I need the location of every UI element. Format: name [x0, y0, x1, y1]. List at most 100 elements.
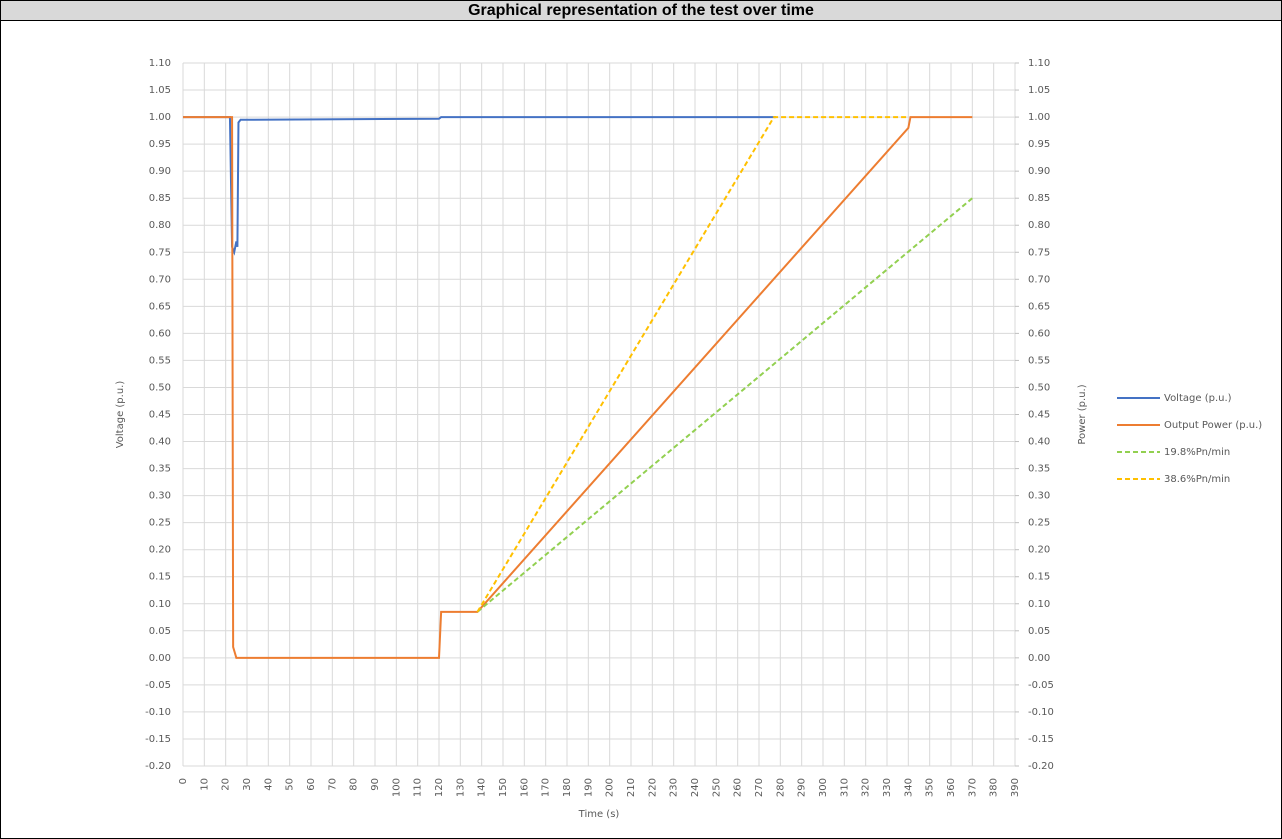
y2-axis-label: Power (p.u.): [1077, 384, 1088, 444]
y-tick-label: 0.05: [149, 626, 171, 637]
legend-label: Voltage (p.u.): [1164, 393, 1232, 404]
y-tick-label: -0.10: [145, 707, 171, 718]
y-tick-label: 0.70: [149, 274, 171, 285]
y-tick-label: -0.15: [145, 734, 171, 745]
x-tick-label: 200: [605, 778, 616, 797]
x-tick-label: 300: [818, 778, 829, 797]
y2-tick-label: 0.30: [1028, 491, 1050, 502]
x-tick-label: 340: [903, 778, 914, 797]
x-tick-label: 230: [669, 778, 680, 797]
series-line: [183, 116, 973, 659]
x-tick-label: 10: [199, 778, 210, 791]
x-tick-label: 370: [967, 778, 978, 797]
y-tick-label: -0.20: [145, 761, 171, 772]
y2-tick-label: 0.55: [1028, 355, 1050, 366]
y2-tick-label: 0.00: [1028, 653, 1050, 664]
y-tick-label: 1.10: [149, 58, 171, 69]
y2-tick-label: 0.65: [1028, 301, 1050, 312]
y-tick-label: 0.00: [149, 653, 171, 664]
y-tick-label: 0.25: [149, 518, 171, 529]
y2-tick-label: 1.05: [1028, 85, 1050, 96]
y-tick-label: 0.90: [149, 166, 171, 177]
x-tick-label: 270: [754, 778, 765, 797]
y2-tick-label: 0.50: [1028, 382, 1050, 393]
y-tick-label: -0.05: [145, 680, 171, 691]
x-tick-label: 150: [498, 778, 509, 797]
x-tick-label: 250: [711, 778, 722, 797]
y2-tick-label: 0.20: [1028, 545, 1050, 556]
y2-tick-label: -0.20: [1028, 761, 1054, 772]
y2-tick-label: 0.40: [1028, 437, 1050, 448]
chart-title: Graphical representation of the test ove…: [1, 1, 1281, 21]
y2-tick-label: 0.85: [1028, 193, 1050, 204]
y2-tick-label: 0.25: [1028, 518, 1050, 529]
y-tick-label: 0.80: [149, 220, 171, 231]
y2-tick-label: 0.45: [1028, 410, 1050, 421]
y-tick-label: 0.65: [149, 301, 171, 312]
y-tick-label: 0.10: [149, 599, 171, 610]
y2-tick-label: 0.15: [1028, 572, 1050, 583]
x-tick-label: 40: [263, 778, 274, 791]
x-tick-label: 320: [861, 778, 872, 797]
x-tick-label: 160: [519, 778, 530, 797]
x-tick-label: 70: [327, 778, 338, 791]
y-tick-label: 0.60: [149, 328, 171, 339]
y2-tick-label: 1.10: [1028, 58, 1050, 69]
y-tick-label: 0.40: [149, 437, 171, 448]
x-tick-label: 170: [541, 778, 552, 797]
y2-tick-label: 0.10: [1028, 599, 1050, 610]
y-tick-label: 0.95: [149, 139, 171, 150]
y2-tick-label: 0.70: [1028, 274, 1050, 285]
y2-tick-label: 0.90: [1028, 166, 1050, 177]
x-tick-label: 290: [797, 778, 808, 797]
y-tick-label: 0.50: [149, 382, 171, 393]
y-tick-label: 0.85: [149, 193, 171, 204]
y-axis-label: Voltage (p.u.): [115, 381, 126, 449]
y-tick-label: 1.00: [149, 112, 171, 123]
x-tick-label: 0: [178, 778, 189, 784]
y-tick-label: 0.35: [149, 464, 171, 475]
x-tick-label: 190: [583, 778, 594, 797]
x-tick-label: 80: [349, 778, 360, 791]
y2-tick-label: 0.75: [1028, 247, 1050, 258]
x-tick-label: 50: [285, 778, 296, 791]
x-tick-label: 140: [477, 778, 488, 797]
x-axis-label: Time (s): [578, 809, 620, 820]
x-tick-label: 280: [775, 778, 786, 797]
series-line: [183, 116, 777, 256]
series-line: [476, 197, 973, 613]
legend-label: 38.6%Pn/min: [1164, 474, 1230, 485]
x-tick-label: 350: [925, 778, 936, 797]
x-tick-label: 310: [839, 778, 850, 797]
x-tick-label: 120: [434, 778, 445, 797]
y2-tick-label: -0.10: [1028, 707, 1054, 718]
x-tick-label: 390: [1010, 778, 1021, 797]
y-tick-label: 1.05: [149, 85, 171, 96]
x-tick-label: 90: [370, 778, 381, 791]
y-tick-label: 0.75: [149, 247, 171, 258]
x-tick-label: 220: [647, 778, 658, 797]
x-tick-label: 130: [455, 778, 466, 797]
y2-tick-label: 0.35: [1028, 464, 1050, 475]
x-tick-label: 30: [242, 778, 253, 791]
x-tick-label: 210: [626, 778, 637, 797]
x-tick-label: 110: [413, 778, 424, 797]
chart: 0 10 20 30 40 50 60 70 80 90 100 110 120 130 140 150 160…: [115, 58, 1262, 820]
x-tick-label: 260: [733, 778, 744, 797]
y2-tick-label: -0.15: [1028, 734, 1054, 745]
series-line: [476, 116, 909, 613]
y-tick-label: 0.30: [149, 491, 171, 502]
x-tick-label: 60: [306, 778, 317, 791]
x-tick-label: 330: [882, 778, 893, 797]
y2-tick-label: 0.80: [1028, 220, 1050, 231]
y2-tick-label: -0.05: [1028, 680, 1054, 691]
x-tick-label: 180: [562, 778, 573, 797]
y2-tick-label: 0.95: [1028, 139, 1050, 150]
x-tick-label: 360: [946, 778, 957, 797]
y-tick-label: 0.20: [149, 545, 171, 556]
legend-label: Output Power (p.u.): [1164, 420, 1262, 431]
x-tick-label: 20: [221, 778, 232, 791]
x-tick-label: 380: [989, 778, 1000, 797]
y-tick-label: 0.45: [149, 410, 171, 421]
y-tick-label: 0.15: [149, 572, 171, 583]
